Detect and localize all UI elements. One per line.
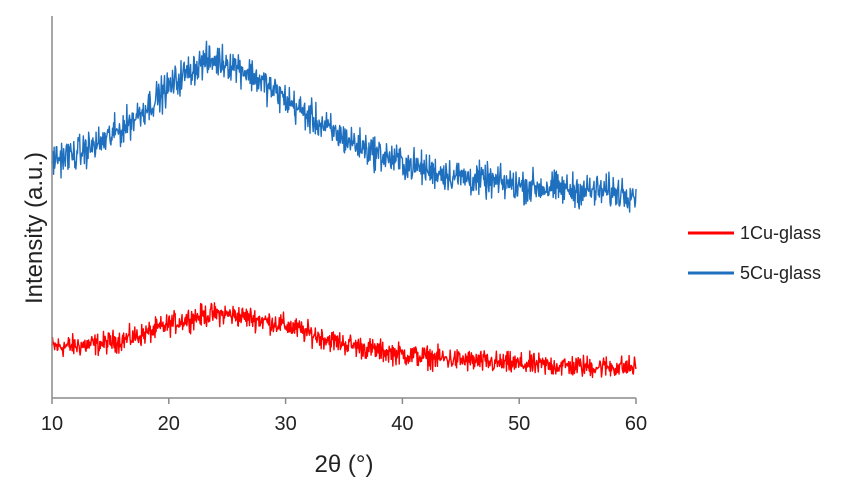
x-tick-label: 40 [391, 413, 413, 435]
legend: 1Cu-glass 5Cu-glass [688, 223, 821, 283]
x-axis-title: 2θ (°) [315, 451, 374, 478]
series-layer [51, 40, 637, 379]
legend-label-5cu-glass: 5Cu-glass [740, 263, 821, 283]
x-tick-label: 20 [158, 413, 180, 435]
x-tick-label: 10 [41, 413, 63, 435]
series-line-5cu-glass [51, 40, 637, 213]
x-tick-label: 30 [274, 413, 296, 435]
x-tick-label: 50 [508, 413, 530, 435]
x-tick-label: 60 [625, 413, 647, 435]
series-line-1cu-glass [51, 302, 637, 379]
y-axis-title: Intensity (a.u.) [21, 152, 48, 304]
x-ticks: 10 20 30 40 50 60 [41, 398, 647, 435]
legend-label-1cu-glass: 1Cu-glass [740, 223, 821, 243]
